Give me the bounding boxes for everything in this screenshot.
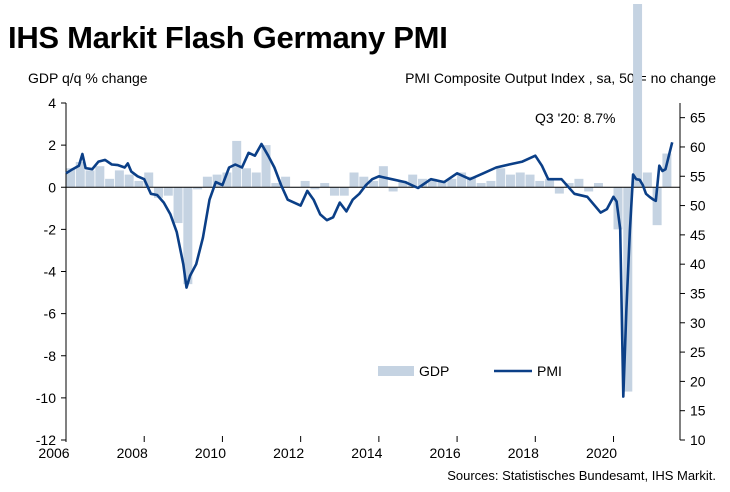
gdp-bar (85, 170, 95, 188)
gdp-bar (408, 174, 418, 188)
right-tick-label: 15 (690, 403, 706, 419)
gdp-bar (144, 172, 154, 188)
gdp-bar (427, 178, 437, 188)
gdp-bar (388, 187, 398, 192)
gdp-bar (66, 168, 75, 188)
gdp-bar (574, 178, 584, 188)
gdp-bar (398, 180, 408, 188)
gdp-bar (212, 174, 222, 188)
gdp-bar (173, 187, 183, 224)
left-tick-label: 0 (48, 179, 56, 195)
gdp-bar (466, 176, 476, 188)
x-tick-label: 2014 (351, 445, 382, 461)
gdp-bar (251, 172, 261, 188)
right-tick-label: 40 (690, 256, 706, 272)
x-tick-label: 2020 (586, 445, 617, 461)
gdp-bar (222, 172, 232, 188)
gdp-bar (339, 187, 349, 196)
gdp-bar (505, 174, 515, 188)
gdp-bar (417, 178, 427, 188)
gdp-bar (134, 180, 144, 188)
left-tick-label: 2 (48, 137, 56, 153)
gdp-bars (66, 4, 672, 392)
left-tick-label: -2 (44, 221, 57, 237)
gdp-bar (310, 187, 320, 190)
gdp-bar (476, 183, 486, 188)
x-tick-label: 2010 (195, 445, 226, 461)
gdp-bar (486, 180, 496, 188)
gdp-bar (525, 174, 535, 188)
gdp-bar (329, 187, 339, 196)
axes: 420-2-4-6-8-10-1265605550454035302520151… (36, 95, 706, 461)
legend: GDP PMI (378, 363, 562, 379)
gdp-bar (584, 187, 594, 192)
right-tick-label: 30 (690, 315, 706, 331)
gdp-bar (535, 180, 545, 188)
gdp-bar (564, 183, 574, 188)
gdp-bar (349, 172, 359, 188)
right-tick-label: 60 (690, 139, 706, 155)
gdp-bar (545, 178, 555, 188)
gdp-bar (202, 176, 212, 188)
gdp-bar (153, 187, 163, 198)
gdp-bar (593, 183, 603, 188)
gdp-bar (320, 183, 330, 188)
gdp-bar (633, 4, 643, 188)
x-tick-label: 2012 (273, 445, 304, 461)
legend-pmi-label: PMI (537, 363, 562, 379)
gdp-bar (457, 172, 467, 188)
chart-title: IHS Markit Flash Germany PMI (8, 20, 448, 55)
gdp-bar (300, 180, 310, 188)
source-note: Sources: Statistisches Bundesamt, IHS Ma… (447, 468, 716, 483)
gdp-bar (652, 187, 662, 226)
right-tick-label: 65 (690, 110, 706, 126)
right-tick-label: 25 (690, 344, 706, 360)
gdp-bar (496, 168, 506, 188)
gdp-bar (515, 172, 525, 188)
legend-gdp-label: GDP (419, 363, 449, 379)
gdp-bar (642, 172, 652, 188)
gdp-bar (369, 180, 379, 188)
gdp-bar (554, 187, 564, 194)
gdp-bar (163, 187, 173, 196)
x-tick-label: 2018 (508, 445, 539, 461)
gdp-bar (183, 187, 193, 285)
right-tick-label: 10 (690, 432, 706, 448)
right-tick-label: 35 (690, 285, 706, 301)
gdp-bar (359, 176, 369, 188)
gdp-bar (271, 183, 281, 188)
x-tick-label: 2006 (38, 445, 69, 461)
left-tick-label: -6 (44, 306, 57, 322)
gdp-bar (193, 187, 203, 190)
right-tick-label: 20 (690, 373, 706, 389)
right-tick-label: 45 (690, 227, 706, 243)
pmi-line (65, 141, 674, 398)
legend-gdp-swatch (378, 366, 414, 376)
gdp-bar (124, 174, 134, 188)
left-tick-label: 4 (48, 95, 56, 111)
left-tick-label: -12 (36, 432, 56, 448)
gdp-bar (281, 176, 291, 188)
x-tick-label: 2016 (430, 445, 461, 461)
gdp-bar (261, 145, 271, 188)
left-axis-label: GDP q/q % change (28, 70, 148, 86)
left-tick-label: -10 (36, 390, 56, 406)
gdp-annotation: Q3 '20: 8.7% (535, 110, 616, 126)
gdp-bar (447, 178, 457, 188)
right-tick-label: 55 (690, 168, 706, 184)
left-tick-label: -8 (44, 348, 57, 364)
gdp-bar (114, 170, 124, 188)
gdp-bar (437, 180, 447, 188)
gdp-bar (662, 153, 672, 188)
x-tick-label: 2008 (117, 445, 148, 461)
gdp-bar (75, 161, 85, 188)
right-tick-label: 50 (690, 198, 706, 214)
gdp-bar (95, 166, 105, 188)
left-tick-label: -4 (44, 264, 57, 280)
gdp-bar (105, 178, 115, 188)
gdp-bar (241, 168, 251, 188)
